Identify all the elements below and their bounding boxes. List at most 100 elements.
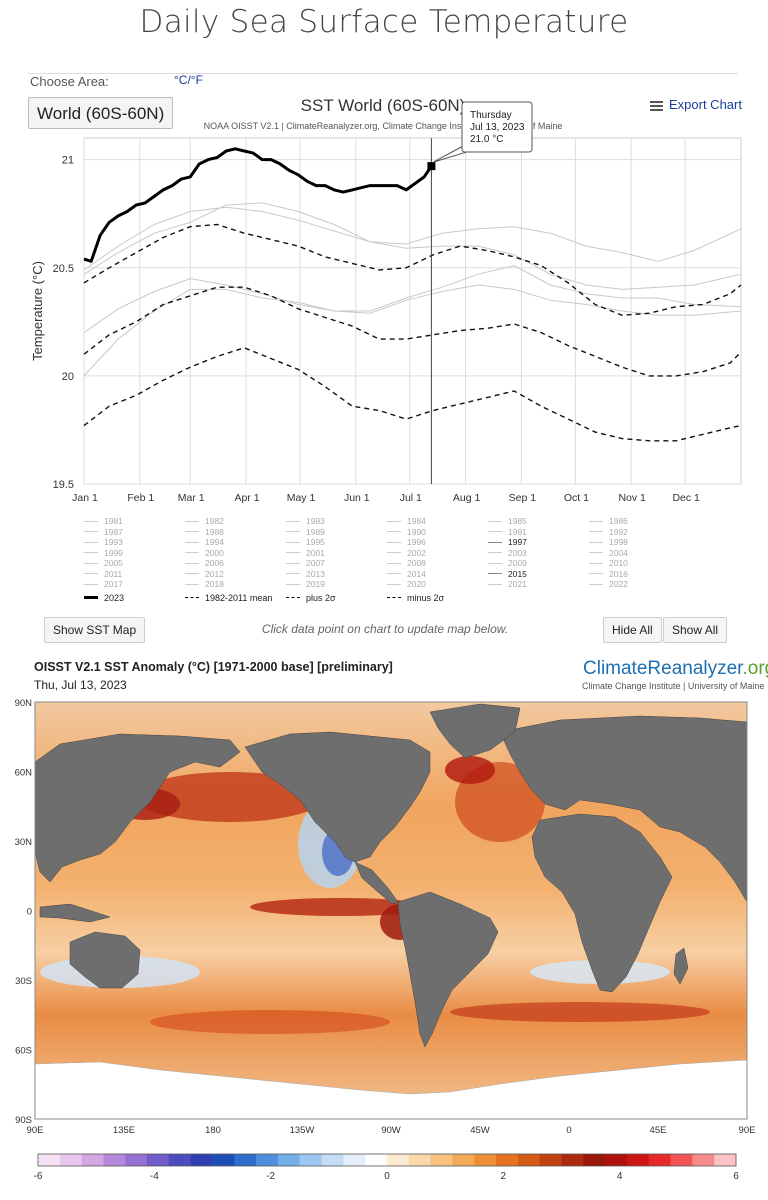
- legend-item-2001[interactable]: 2001: [286, 548, 387, 559]
- legend-item-2020[interactable]: 2020: [387, 579, 488, 590]
- legend-label: 2004: [609, 547, 628, 558]
- legend-item-1996[interactable]: 1996: [387, 537, 488, 548]
- legend-label: 2000: [205, 547, 224, 558]
- legend-item-2014[interactable]: 2014: [387, 569, 488, 580]
- logo-main-text: ClimateReanalyzer: [583, 658, 743, 679]
- legend-label: 2011: [104, 568, 123, 579]
- series-line-2016[interactable]: [83, 206, 742, 290]
- legend-item-1984[interactable]: 1984: [387, 516, 488, 527]
- legend-swatch: [488, 552, 502, 554]
- legend-item-2012[interactable]: 2012: [185, 569, 286, 580]
- legend-item-1990[interactable]: 1990: [387, 527, 488, 538]
- series-line-1982-2011-mean[interactable]: [83, 286, 742, 377]
- series-line-minus-2-[interactable]: [83, 347, 742, 442]
- legend-item-2016[interactable]: 2016: [589, 569, 690, 580]
- show-sst-map-button[interactable]: Show SST Map: [44, 617, 146, 643]
- legend-item-2019[interactable]: 2019: [286, 579, 387, 590]
- legend-item-1982-2011-mean[interactable]: 1982-2011 mean: [185, 592, 286, 604]
- legend-item-1991[interactable]: 1991: [488, 527, 589, 538]
- legend-item-2008[interactable]: 2008: [387, 558, 488, 569]
- legend-item-1987[interactable]: 1987: [84, 527, 185, 538]
- legend-label: plus 2σ: [306, 592, 336, 603]
- show-all-button[interactable]: Show All: [663, 617, 728, 643]
- selected-data-point[interactable]: [427, 162, 436, 171]
- legend-item-2009[interactable]: 2009: [488, 558, 589, 569]
- map-frame: [34, 701, 748, 1120]
- series-line-1997[interactable]: [83, 284, 742, 377]
- legend-item-1995[interactable]: 1995: [286, 537, 387, 548]
- legend-item-1983[interactable]: 1983: [286, 516, 387, 527]
- legend-item-1986[interactable]: 1986: [589, 516, 690, 527]
- legend-item-2018[interactable]: 2018: [185, 579, 286, 590]
- longitude-label: 180: [205, 1125, 221, 1136]
- legend-item-1999[interactable]: 1999: [84, 548, 185, 559]
- legend-swatch: [185, 583, 199, 585]
- legend-item-2006[interactable]: 2006: [185, 558, 286, 569]
- x-tick-label: Jun 1: [344, 492, 370, 504]
- legend-item-2023[interactable]: 2023: [84, 592, 185, 604]
- legend-item-2003[interactable]: 2003: [488, 548, 589, 559]
- legend-label: 1990: [407, 526, 426, 537]
- anomaly-colorbar: -6 -4 -2 0 2 4 6: [34, 1153, 739, 1182]
- legend-item-2011[interactable]: 2011: [84, 569, 185, 580]
- x-tick-label: Dec 1: [672, 492, 700, 504]
- legend-item-2002[interactable]: 2002: [387, 548, 488, 559]
- legend-label: 2006: [205, 558, 224, 569]
- legend-item-1998[interactable]: 1998: [589, 537, 690, 548]
- legend-item-1989[interactable]: 1989: [286, 527, 387, 538]
- legend-years[interactable]: 1981 1982 1983 1984 1985 1986 1987 1988 1989 1990…: [84, 516, 744, 590]
- legend-label: 2001: [306, 547, 325, 558]
- export-chart-button[interactable]: Export Chart: [650, 97, 742, 113]
- madagascar: [673, 947, 689, 985]
- colorbar-cell: [365, 1154, 388, 1166]
- legend-item-1992[interactable]: 1992: [589, 527, 690, 538]
- colorbar-tick-label: -4: [150, 1171, 159, 1182]
- legend-item-1981[interactable]: 1981: [84, 516, 185, 527]
- legend-swatch: [589, 520, 603, 522]
- area-select-button[interactable]: World (60S-60N): [28, 97, 174, 129]
- legend-item-2013[interactable]: 2013: [286, 569, 387, 580]
- legend-item-1985[interactable]: 1985: [488, 516, 589, 527]
- legend-item-2022[interactable]: 2022: [589, 579, 690, 590]
- colorbar-cell: [648, 1154, 672, 1166]
- legend-label: 1999: [104, 547, 123, 558]
- sst-anomaly-map[interactable]: 90N 60N 30N 0 30S 60S 90S 90E 135E 180 135W 90W 45W…: [0, 692, 768, 1142]
- legend-item-2005[interactable]: 2005: [84, 558, 185, 569]
- legend-item-2010[interactable]: 2010: [589, 558, 690, 569]
- legend-item-minus-2-[interactable]: minus 2σ: [387, 592, 488, 604]
- legend-item-1988[interactable]: 1988: [185, 527, 286, 538]
- colorbar-tick-label: 2: [501, 1171, 507, 1182]
- legend-swatch: [286, 583, 300, 585]
- series-lines[interactable]: [83, 147, 742, 442]
- hide-all-button[interactable]: Hide All: [603, 617, 662, 643]
- series-line-2022[interactable]: [83, 202, 742, 275]
- legend-item-2017[interactable]: 2017: [84, 579, 185, 590]
- legend-item-2015[interactable]: 2015: [488, 569, 589, 580]
- legend-item-plus-2-[interactable]: plus 2σ: [286, 592, 387, 604]
- unit-toggle-link[interactable]: °C/°F: [174, 73, 203, 87]
- series-line-2015[interactable]: [83, 265, 742, 334]
- chart-legend[interactable]: 1981 1982 1983 1984 1985 1986 1987 1988 1989 1990…: [84, 516, 744, 604]
- sst-line-chart[interactable]: SST World (60S-60N) NOAA OISST V2.1 | Cl…: [0, 88, 768, 508]
- legend-main-series[interactable]: 2023 1982-2011 mean plus 2σ minus 2σ: [84, 592, 744, 604]
- legend-item-2000[interactable]: 2000: [185, 548, 286, 559]
- legend-item-1993[interactable]: 1993: [84, 537, 185, 548]
- colorbar-cell: [626, 1154, 650, 1166]
- legend-item-2007[interactable]: 2007: [286, 558, 387, 569]
- south-america: [397, 891, 499, 1048]
- colorbar-cell: [474, 1154, 497, 1166]
- legend-item-2021[interactable]: 2021: [488, 579, 589, 590]
- legend-label: 1985: [508, 516, 527, 527]
- legend-item-1982[interactable]: 1982: [185, 516, 286, 527]
- legend-item-1994[interactable]: 1994: [185, 537, 286, 548]
- series-line-2023[interactable]: [83, 147, 433, 263]
- colorbar-tick-label: 4: [617, 1171, 623, 1182]
- legend-item-2004[interactable]: 2004: [589, 548, 690, 559]
- legend-label: 1984: [407, 516, 426, 527]
- legend-swatch: [84, 596, 98, 599]
- series-line-plus-2-[interactable]: [83, 223, 742, 316]
- longitude-label: 135W: [290, 1125, 315, 1136]
- colorbar-cell: [277, 1154, 301, 1166]
- latitude-label: 90S: [15, 1115, 32, 1126]
- legend-item-1997[interactable]: 1997: [488, 537, 589, 548]
